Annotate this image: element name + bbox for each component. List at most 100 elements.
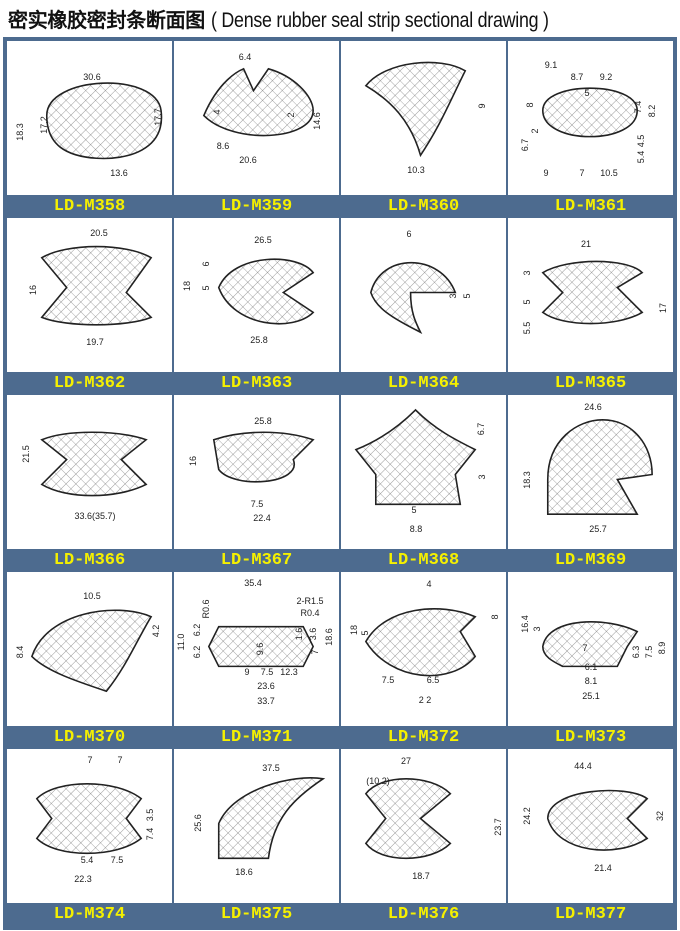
dimension-label: 20.6: [239, 155, 257, 166]
dimension-label: 6.2: [192, 645, 203, 659]
dimension-label: 21.4: [594, 863, 612, 874]
dimension-label: 22.4: [253, 513, 271, 524]
dimension-label: 7.5: [644, 645, 655, 659]
profile-drawing: 7 7 3.5 7.4 5.4 7.5 22.3: [7, 749, 172, 903]
profile-drawing: 4 8 18 5 7.5 6.5 2 2: [341, 572, 506, 726]
profile-outline: [212, 431, 315, 483]
dimension-label: 25.8: [254, 416, 272, 427]
profile-drawing: 9.1 8.7 9.2 5 8 7.4 8.2 6.7 2 4.5 5.4 9 7 10.5: [508, 41, 673, 195]
profile-outline: [40, 431, 148, 497]
dimension-label: 4: [426, 579, 432, 590]
seal-profile-shape: [35, 783, 143, 854]
profile-cell: 26.5 6 18 5 25.8 LD-M363: [174, 218, 339, 395]
dimension-label: 6.7: [520, 138, 531, 152]
dimension-label: 8.9: [657, 641, 668, 655]
product-code-label: LD-M377: [554, 905, 627, 924]
dimension-label: 7: [582, 643, 588, 654]
dimension-label: 6.3: [631, 645, 642, 659]
dimension-label: 9: [244, 667, 250, 678]
profile-cell: 37.5 25.6 18.6 LD-M375: [174, 749, 339, 926]
dimension-label: 10.5: [83, 591, 101, 602]
profile-drawing: 6.7 3 5 8.8: [341, 395, 506, 549]
dimension-label: 8: [490, 614, 501, 620]
dimension-label: 5: [201, 285, 212, 291]
profile-cell: 21 3 5 17 5.5 LD-M365: [508, 218, 673, 395]
product-code-label: LD-M360: [387, 197, 460, 216]
profile-outline: [364, 608, 477, 677]
profile-drawing: 21 3 5 17 5.5: [508, 218, 673, 372]
product-code-label: LD-M373: [554, 728, 627, 747]
dimension-label: 10.5: [600, 168, 618, 179]
dimension-label: 8.7: [570, 72, 584, 83]
profile-drawing: 44.4 24.2 32 21.4: [508, 749, 673, 903]
dimension-label: 30.6: [83, 72, 101, 83]
profile-drawing: 26.5 6 18 5 25.8: [174, 218, 339, 372]
dimension-label: 9: [543, 168, 549, 179]
profile-outline: [364, 778, 452, 859]
dimension-label: 9: [477, 103, 488, 109]
dimension-label: R0.4: [300, 608, 320, 619]
profile-drawing: 20.5 16 19.7: [7, 218, 172, 372]
dimension-label: 2: [530, 128, 541, 134]
dimension-label: 22.3: [74, 874, 92, 885]
product-code-label: LD-M370: [53, 728, 126, 747]
profile-outline: [354, 408, 477, 506]
dimension-label: 25.8: [250, 335, 268, 346]
dimension-label: 6.5: [426, 675, 440, 686]
profile-cell: 25.8 16 7.5 22.4 LD-M367: [174, 395, 339, 572]
dimension-label: 5: [522, 299, 533, 305]
dimension-label: 2-R1.5: [296, 596, 324, 607]
dimension-label: 7.5: [250, 499, 264, 510]
dimension-label: 5: [360, 630, 371, 636]
dimension-label: (10.2): [366, 776, 390, 787]
seal-profile-shape: [369, 261, 457, 335]
dimension-label: 25.1: [582, 691, 600, 702]
profile-outline: [369, 261, 457, 335]
product-code-label: LD-M374: [53, 905, 126, 924]
seal-profile-shape: [40, 431, 148, 497]
profile-drawing: 25.8 16 7.5 22.4: [174, 395, 339, 549]
seal-profile-shape: [45, 82, 163, 160]
dimension-label: 6.4: [238, 52, 252, 63]
profile-outline: [45, 82, 163, 160]
dimension-label: 23.6: [257, 681, 275, 692]
product-code-label: LD-M363: [220, 374, 293, 393]
product-code-label: LD-M358: [53, 197, 126, 216]
profile-cell: 7 7 3.5 7.4 5.4 7.5 22.3 LD-M374: [7, 749, 172, 926]
dimension-label: 14.6: [312, 112, 323, 130]
profile-drawing: 35.4 R0.6 2-R1.5 R0.4 11.0 6.2 6.2 1.6 3.6 18.6 7 9…: [174, 572, 339, 726]
profile-cell: 6 3 5 LD-M364: [341, 218, 506, 395]
dimension-label: 1.6: [294, 627, 305, 641]
dimension-label: 24.2: [522, 807, 533, 825]
dimension-label: 7.5: [381, 675, 395, 686]
product-code-label: LD-M367: [220, 551, 293, 570]
seal-profile-grid: 30.6 18.3 17.2 17.7 13.6 LD-M358 6.4 4 2 14.6 8.6…: [3, 37, 677, 930]
seal-profile-shape: [364, 778, 452, 859]
seal-profile-shape: [541, 621, 639, 668]
product-code-label: LD-M375: [220, 905, 293, 924]
profile-cell: 9 10.3 LD-M360: [341, 41, 506, 218]
page-title: 密实橡胶密封条断面图 ( Dense rubber seal strip sec…: [8, 4, 608, 33]
dimension-label: 19.7: [86, 337, 104, 348]
dimension-label: 16.4: [520, 615, 531, 633]
dimension-label: 6.2: [192, 623, 203, 637]
dimension-label: 44.4: [574, 761, 592, 772]
profile-outline: [207, 625, 315, 668]
profile-cell: 35.4 R0.6 2-R1.5 R0.4 11.0 6.2 6.2 1.6 3.6 18.6 7 9…: [174, 572, 339, 749]
dimension-label: 2 2: [418, 695, 432, 706]
dimension-label: 6: [201, 261, 212, 267]
product-code-label: LD-M366: [53, 551, 126, 570]
profile-outline: [364, 61, 467, 158]
dimension-label: 3: [522, 270, 533, 276]
profile-cell: 4 8 18 5 7.5 6.5 2 2 LD-M372: [341, 572, 506, 749]
profile-cell: 30.6 18.3 17.2 17.7 13.6 LD-M358: [7, 41, 172, 218]
dimension-label: 17.7: [153, 108, 164, 126]
dimension-label: 18.3: [522, 471, 533, 489]
dimension-label: 10.3: [407, 165, 425, 176]
profile-cell: 21.5 33.6(35.7) LD-M366: [7, 395, 172, 572]
product-code-label: LD-M359: [220, 197, 293, 216]
product-code-label: LD-M369: [554, 551, 627, 570]
dimension-label: 7.4: [633, 100, 644, 114]
dimension-label: 16: [188, 455, 199, 467]
dimension-label: 5: [584, 88, 590, 99]
